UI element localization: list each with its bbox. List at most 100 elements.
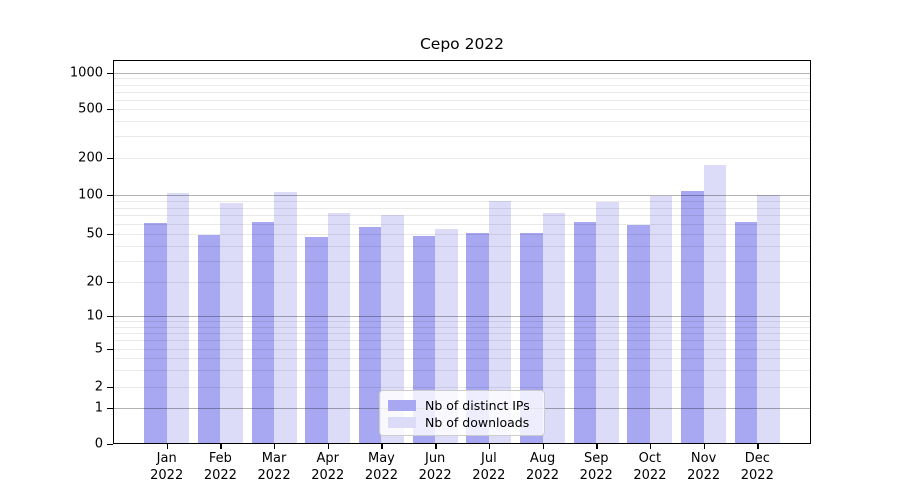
y-tick-label-10: 10: [86, 308, 103, 324]
x-tick-oct: [649, 443, 652, 449]
x-tick-label-dec: Dec 2022: [712, 450, 802, 484]
x-tick-label-oct: Oct 2022: [605, 450, 695, 484]
bar-downloads-apr: [327, 212, 351, 444]
x-tick-year: 2022: [579, 467, 613, 483]
x-tick-mar: [274, 443, 276, 449]
y-tick-5: [107, 349, 113, 351]
x-tick-year: 2022: [203, 467, 237, 483]
gridline-700: [113, 91, 811, 93]
gridline-7: [113, 332, 811, 334]
x-tick-jul: [488, 443, 491, 449]
gridline-900: [113, 78, 811, 80]
gridline-9: [113, 321, 811, 323]
bar-downloads-dec: [757, 195, 780, 444]
bar-downloads-may: [381, 215, 404, 444]
bar-distinct-ips-mar: [251, 221, 275, 444]
x-tick-year: 2022: [150, 467, 184, 483]
legend: Nb of distinct IPs Nb of downloads: [379, 390, 545, 436]
x-tick-year: 2022: [364, 467, 398, 483]
x-tick-nov: [703, 443, 705, 449]
legend-label-distinct-ips: Nb of distinct IPs: [425, 398, 530, 413]
gridline-600: [113, 99, 811, 101]
y-tick-label-2: 2: [94, 379, 103, 395]
x-tick-apr: [327, 443, 330, 449]
x-tick-label-jan: Jan 2022: [122, 450, 212, 484]
bar-distinct-ips-jan: [144, 222, 167, 444]
x-tick-jun: [435, 443, 437, 449]
gridline-3: [113, 370, 811, 372]
bar-downloads-jul: [488, 200, 512, 444]
bar-distinct-ips-feb: [197, 235, 221, 444]
legend-swatch-downloads: [388, 417, 416, 428]
bar-downloads-nov: [703, 165, 727, 444]
x-tick-year: 2022: [311, 467, 345, 483]
legend-row-downloads: Nb of downloads: [388, 414, 544, 431]
x-tick-feb: [220, 443, 222, 449]
x-tick-year: 2022: [257, 467, 291, 483]
gridline-90: [113, 200, 811, 202]
y-tick-label-20: 20: [86, 274, 103, 290]
x-tick-dec: [757, 443, 759, 449]
x-tick-year: 2022: [472, 467, 506, 483]
y-tick-1000: [107, 73, 113, 75]
x-tick-label-jul: Jul 2022: [444, 450, 534, 484]
gridline-500: [113, 109, 811, 110]
legend-swatch-distinct-ips: [388, 400, 416, 411]
x-tick-sep: [596, 443, 598, 449]
bar-downloads-aug: [542, 213, 566, 444]
x-tick-year: 2022: [525, 467, 560, 483]
bar-downloads-mar: [274, 191, 297, 444]
gridline-80: [113, 207, 811, 209]
gridline-8: [113, 326, 811, 328]
x-tick-label-jun: Jun 2022: [390, 450, 480, 484]
y-tick-50: [107, 234, 113, 236]
x-tick-label-sep: Sep 2022: [551, 450, 641, 484]
y-tick-20: [107, 282, 113, 284]
gridline-30: [113, 260, 811, 262]
y-tick-label-1000: 1000: [69, 65, 103, 81]
y-tick-label-200: 200: [78, 150, 103, 166]
chart-title: Cepo 2022: [419, 35, 505, 53]
gridline-50: [113, 234, 811, 235]
bar-downloads-sep: [596, 202, 619, 444]
bar-distinct-ips-dec: [734, 221, 758, 444]
x-tick-label-nov: Nov 2022: [659, 450, 749, 484]
bar-distinct-ips-nov: [681, 190, 704, 444]
gridline-4: [113, 358, 811, 360]
gridline-60: [113, 223, 811, 225]
y-tick-10: [107, 316, 113, 318]
x-tick-may: [381, 443, 383, 449]
y-tick-label-50: 50: [86, 226, 103, 242]
bar-downloads-jan: [166, 192, 190, 444]
x-tick-label-feb: Feb 2022: [175, 450, 265, 484]
x-tick-year: 2022: [633, 467, 667, 483]
gridline-400: [113, 120, 811, 122]
gridline-300: [113, 136, 811, 138]
x-tick-label-apr: Apr 2022: [283, 450, 373, 484]
y-tick-label-1: 1: [94, 400, 103, 416]
legend-row-distinct-ips: Nb of distinct IPs: [388, 397, 544, 414]
legend-label-downloads: Nb of downloads: [425, 415, 530, 430]
x-tick-year: 2022: [740, 467, 774, 483]
gridline-200: [113, 158, 811, 159]
y-tick-2: [107, 387, 113, 389]
y-tick-500: [107, 109, 113, 111]
y-tick-label-500: 500: [78, 101, 103, 117]
gridline-5: [113, 349, 811, 350]
gridline-10: [113, 316, 811, 318]
gridline-20: [113, 282, 811, 283]
bar-downloads-feb: [220, 203, 243, 444]
y-tick-label-0: 0: [94, 436, 103, 451]
y-tick-label-5: 5: [94, 341, 103, 357]
y-tick-0: [107, 443, 113, 445]
bar-downloads-jun: [435, 228, 458, 444]
y-tick-100: [107, 195, 113, 197]
x-tick-label-aug: Aug 2022: [498, 450, 588, 484]
x-tick-year: 2022: [687, 467, 721, 483]
bar-distinct-ips-may: [358, 226, 382, 444]
y-tick-label-100: 100: [78, 187, 103, 203]
gridline-2: [113, 387, 811, 388]
x-tick-aug: [542, 443, 544, 449]
x-tick-year: 2022: [418, 467, 452, 483]
